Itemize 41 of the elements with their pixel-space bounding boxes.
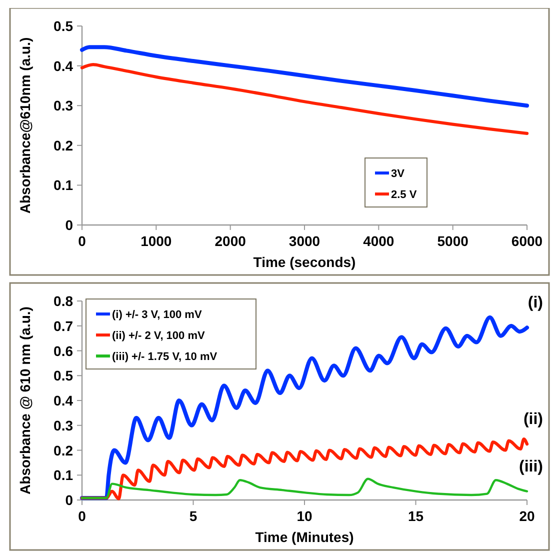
y-axis-title: Absorbance @ 610 nm (a.u.) (17, 306, 33, 494)
y-tick-label: 0.1 (54, 177, 74, 194)
y-tick-label: 0 (65, 217, 74, 233)
y-tick-label: 0.5 (54, 18, 74, 34)
x-tick-label: 3000 (288, 233, 320, 249)
x-tick-label: 5 (189, 508, 198, 524)
y-tick-label: 0.6 (54, 342, 74, 359)
y-tick-label: 0.7 (54, 318, 74, 334)
x-tick-label: 0 (78, 508, 86, 524)
legend-label: (i) +/- 3 V, 100 mV (112, 309, 202, 321)
line-series (80, 63, 529, 136)
y-tick-label: 0 (65, 492, 74, 508)
x-tick-label: 10 (296, 508, 312, 524)
y-tick-label: 0.2 (54, 137, 74, 154)
x-tick-label: 20 (519, 508, 535, 524)
annotation: (ii) (523, 411, 543, 428)
legend-label: (iii) +/- 1.75 V, 10 mV (112, 351, 218, 363)
text: (i) (528, 294, 543, 312)
x-axis-title: Time (Minutes) (255, 529, 354, 545)
x-tick-label: 1000 (140, 233, 172, 249)
x-tick-label: 15 (408, 508, 424, 524)
y-axis-title: Absorbance@610nm (a.u.) (17, 37, 33, 214)
x-tick-label: 4000 (363, 233, 394, 249)
legend-label: (ii) +/- 2 V, 100 mV (112, 330, 206, 342)
y-tick-label: 0.8 (54, 293, 74, 309)
x-tick-label: 6000 (511, 233, 543, 249)
y-tick-label: 0.4 (54, 392, 74, 408)
annotation: (iii) (519, 458, 543, 476)
legend-label: 3V (391, 168, 406, 180)
x-tick-label: 0 (78, 233, 86, 249)
y-tick-label: 0.5 (54, 368, 74, 384)
x-axis-title: Time (seconds) (253, 254, 356, 270)
y-tick-label: 0.3 (54, 417, 74, 434)
legend-label: 2.5 V (391, 189, 418, 201)
line-series (80, 45, 529, 108)
x-tick-label: 5000 (437, 233, 469, 249)
y-tick-label: 0.2 (54, 442, 74, 458)
y-tick-label: 0.1 (54, 467, 74, 484)
x-tick-label: 2000 (214, 233, 246, 249)
y-tick-label: 0.3 (54, 98, 74, 114)
y-tick-label: 0.4 (54, 58, 74, 74)
